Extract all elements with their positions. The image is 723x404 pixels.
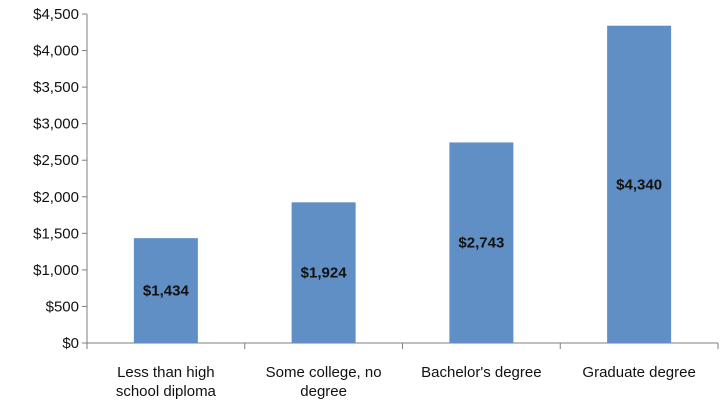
data-label: $2,743 [458, 235, 504, 252]
bar [607, 25, 672, 343]
data-label: $4,340 [616, 176, 662, 193]
data-label: $1,924 [301, 265, 348, 282]
y-tick-label: $1,500 [33, 225, 79, 242]
y-tick-label: $4,000 [33, 43, 79, 60]
y-tick-label: $2,000 [33, 189, 79, 206]
y-axis: $0 $500 $1,000 $1,500 $2,000 $2,500 $3,000 $3,5… [33, 6, 88, 352]
category-label: Bachelor's degree [421, 364, 541, 381]
y-tick-label: $4,500 [33, 6, 79, 23]
y-tick-label: $3,000 [33, 116, 79, 133]
category-label: degree [300, 383, 347, 400]
bar [449, 142, 514, 343]
category-label: Less than high [117, 364, 215, 381]
data-labels: $1,434 $1,924 $2,743 $4,340 [143, 176, 662, 299]
y-tick-label: $1,000 [33, 262, 79, 279]
category-label: Some college, no [266, 364, 382, 381]
y-tick-label: $0 [62, 335, 79, 352]
category-label: Graduate degree [582, 364, 695, 381]
bar [133, 238, 198, 343]
x-axis [86, 342, 719, 349]
data-label: $1,434 [143, 283, 190, 300]
y-tick-label: $3,500 [33, 79, 79, 96]
category-label: school diploma [116, 383, 217, 400]
bars [133, 25, 672, 343]
y-tick-label: $2,500 [33, 152, 79, 169]
category-labels: Less than high school diploma Some college… [116, 364, 696, 400]
bar [291, 202, 356, 343]
y-tick-label: $500 [46, 298, 79, 315]
